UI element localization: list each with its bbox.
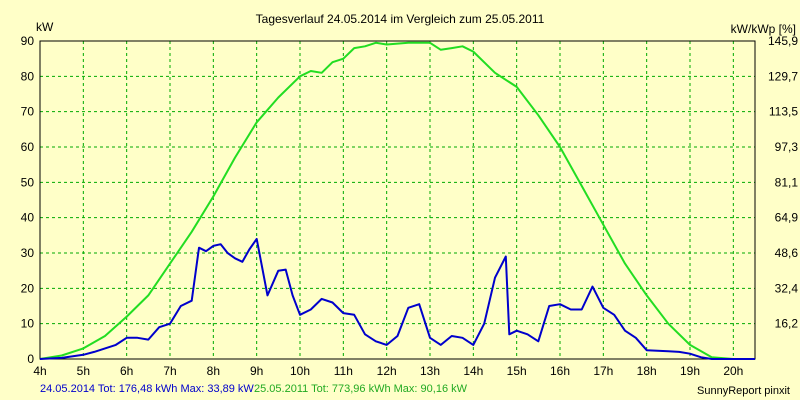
y-tick-label-left: 70: [21, 105, 35, 119]
x-tick-label: 9h: [250, 364, 263, 378]
plot-frame: [39, 40, 756, 360]
y-tick-label-left: 50: [21, 175, 35, 189]
x-tick-label: 11h: [334, 364, 353, 378]
x-tick-label: 7h: [163, 364, 176, 378]
x-tick-label: 5h: [77, 364, 90, 378]
x-tick-label: 16h: [550, 364, 570, 378]
y-axis-left-label: kW: [36, 20, 54, 34]
y-tick-label-right: 64,9: [775, 211, 799, 225]
y-tick-label-right: 145,9: [768, 34, 798, 48]
x-tick-label: 19h: [680, 364, 700, 378]
footer-brand: SunnyReport pinxit: [697, 385, 790, 397]
series-line-2014: [39, 237, 755, 360]
y-tick-label-right: 32,4: [775, 281, 799, 295]
y-tick-label-left: 30: [21, 246, 35, 260]
y-tick-label-left: 80: [21, 69, 35, 83]
x-tick-label: 4h: [33, 364, 46, 378]
x-tick-label: 6h: [120, 364, 133, 378]
y-tick-label-right: 81,1: [775, 175, 799, 189]
y-tick-label-right: 113,5: [769, 105, 798, 119]
y-tick-label-left: 60: [21, 140, 35, 154]
x-tick-label: 14h: [463, 364, 483, 378]
y-tick-label-left: 20: [21, 281, 35, 295]
y-tick-label-right: 129,7: [768, 69, 798, 83]
y-tick-label-right: 97,3: [775, 140, 799, 154]
legend-series-b-summary: 25.05.2011 Tot: 773,96 kWh Max: 90,16 kW: [254, 383, 467, 395]
x-tick-label: 12h: [377, 364, 397, 378]
plot-area: [40, 41, 755, 359]
y-tick-label-right: 16,2: [775, 317, 799, 331]
x-tick-label: 18h: [637, 364, 657, 378]
y-tick-label-left: 40: [21, 211, 35, 225]
x-tick-label: 13h: [420, 364, 440, 378]
series-line-2011: [39, 41, 755, 360]
chart-title: Tagesverlauf 24.05.2014 im Vergleich zum…: [255, 12, 545, 26]
y-tick-label-left: 0: [27, 352, 34, 366]
y-tick-label-right: 48,6: [775, 246, 799, 260]
x-tick-label: 20h: [723, 364, 743, 378]
legend-series-a-summary: 24.05.2014 Tot: 176,48 kWh Max: 33,89 kW: [40, 383, 254, 395]
x-tick-label: 15h: [507, 364, 527, 378]
y-axis-right-label: kW/kWp [%]: [730, 22, 796, 36]
y-tick-label-left: 10: [21, 317, 35, 331]
x-tick-label: 17h: [593, 364, 613, 378]
x-tick-label: 10h: [290, 364, 310, 378]
x-tick-label: 8h: [207, 364, 220, 378]
y-tick-label-left: 90: [21, 34, 35, 48]
